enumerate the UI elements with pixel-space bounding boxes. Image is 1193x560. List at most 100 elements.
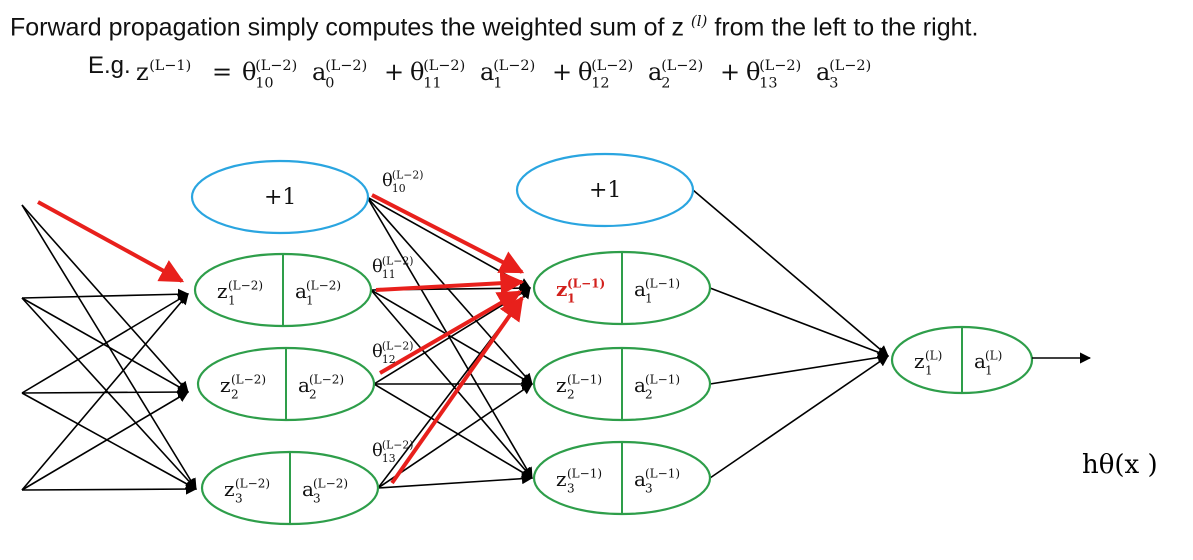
neuron-lm2-1-a-sub: 1 [306,293,314,307]
eq-lhs-z-sup: (L−1) [149,58,191,74]
edge-in-3-1 [21,391,189,491]
weight-label-11-base: θ [372,256,383,277]
neuron-lm1-1-z: z (L−1)1 [556,277,605,306]
bias-node-lm2-shape [190,159,370,235]
neuron-lm1-3-a-base: a [634,467,646,491]
eq-a-2-sup: (L−2) [661,58,703,74]
neuron-lm1-2-a-sup: (L−1) [645,373,680,387]
edge-mid-2-2 [373,383,533,479]
eq-theta-2-sup: (L−2) [591,58,633,74]
eq-a-2-base: a [648,58,662,86]
neuron-lm2-2-a-base: a [298,373,310,397]
edge-mid-3-2 [377,473,534,489]
eq-plus-1: + [384,58,404,86]
eq-a-1-sub: 1 [493,76,502,92]
neuron-lm1-1-a-base: a [634,277,646,301]
neuron-lm2-1: z (L−2)1 a (L−2)1 [193,252,373,328]
edge-in-3-0 [21,293,189,491]
weight-label-10-base: θ [382,170,393,191]
weight-label-13-sub: 13 [382,452,396,465]
eq-theta-1-sub: 11 [423,76,441,92]
neuron-lm2-2: z (L−2)2 a (L−2)2 [196,346,376,422]
eq-plus-2: + [552,58,572,86]
eq-theta-0-base: θ [242,58,256,86]
edge-in-1-1 [21,297,189,393]
edge-out-2 [709,352,890,385]
edge-mid-3-1 [377,383,533,489]
weight-labels: θ (L−2)10θ (L−2)11θ (L−2)12θ (L−2)13 [372,168,423,464]
neuron-l-1-a: a (L)1 [974,349,1002,378]
neuron-lm1-1-a-sup: (L−1) [645,277,680,291]
weight-label-12-base: θ [372,341,383,362]
eq-a-3-sub: 3 [829,76,838,92]
eq-a-2-sub: 2 [661,76,670,92]
example-prefix: E.g. [88,52,131,79]
eq-a-1: a(L−2) 1 [480,58,535,92]
eq-theta-0-sup: (L−2) [255,58,297,74]
neuron-lm1-2-a-base: a [634,373,646,397]
eq-a-3-base: a [816,58,830,86]
eq-plus-3: + [720,58,740,86]
neuron-lm2-1-z-sup: (L−2) [228,279,263,293]
weight-label-11-sup: (L−2) [382,254,414,267]
neuron-lm1-3-z-sub: 3 [567,481,575,495]
neuron-lm2-3-a-sup: (L−2) [313,477,348,491]
eq-a-2: a(L−2) 2 [648,58,703,92]
neuron-lm1-3-a: a (L−1)3 [634,467,680,496]
eq-theta-1-sup: (L−2) [423,58,465,74]
nodes: +1z (L−2)1 a (L−2)1z (L−2)2 a (L−2)2z (L−2)3 a (L… [190,152,1034,526]
eq-theta-3-sup: (L−2) [759,58,801,74]
weight-label-10-sup: (L−2) [392,168,424,181]
neuron-lm1-2-a: a (L−1)2 [634,373,680,402]
neuron-lm2-1-a-sup: (L−2) [306,279,341,293]
output-label: hθ(x ) [1082,450,1158,480]
eq-theta-0: θ(L−2) 10 [242,58,297,92]
eq-a-0-base: a [312,58,326,86]
edge-in-3-2 [21,483,198,495]
bias-node-lm1-shape [515,152,695,228]
bias-node-lm2: +1 [190,159,370,235]
neuron-lm2-1-a: a (L−2)1 [295,279,341,308]
neuron-lm1-2-a-sub: 2 [645,387,653,401]
neuron-lm2-3-a: a (L−2)3 [302,477,348,506]
eq-theta-1: θ(L−2) 11 [410,58,465,92]
edge-out-3 [709,355,889,479]
edge-in-1-2 [21,297,197,490]
weight-label-11: θ (L−2)11 [372,254,413,280]
eq-theta-0-sub: 10 [255,76,273,92]
weight-label-10: θ (L−2)10 [382,168,423,194]
neuron-l-1: z (L)1 a (L)1 [890,325,1034,395]
header-line: Forward propagation simply computes the … [10,12,978,42]
red-edge-1 [375,271,525,296]
edge-out-1 [709,287,890,358]
neuron-lm1-3: z (L−1)3 a (L−1)3 [532,440,712,516]
neuron-lm1-1-a-sub: 1 [645,291,653,305]
eq-lhs-z: z (L−1) [136,58,191,86]
neuron-lm1-3-a-sub: 3 [645,481,653,495]
neuron-lm2-3-z: z (L−2)3 [224,477,270,506]
eq-a-3-sup: (L−2) [829,58,871,74]
eq-theta-2: θ(L−2) 12 [578,58,633,92]
neuron-lm1-2: z (L−1)2 a (L−1)2 [532,346,712,422]
neuron-lm1-1-z-sub: 1 [567,291,575,305]
neuron-l-1-z: z (L)1 [914,349,942,378]
neuron-lm2-2-a: a (L−2)2 [298,373,344,402]
weight-label-13-base: θ [372,440,383,461]
edge-in-0-1 [21,204,189,393]
neuron-lm2-2-z-sup: (L−2) [231,373,266,387]
bias-node-lm1-label: +1 [589,178,621,203]
neuron-lm2-1-z: z (L−2)1 [217,279,263,308]
neuron-lm2-2-a-sup: (L−2) [309,373,344,387]
red-edge-3 [390,296,524,485]
weight-label-13-sup: (L−2) [382,438,414,451]
eq-lhs-z-base: z [136,58,149,86]
neuron-l-1-z-sup: (L) [925,349,942,363]
neuron-lm1-3-a-sup: (L−1) [645,467,680,481]
neuron-lm1-2-z-base: z [556,373,567,397]
weight-label-12-sub: 12 [382,353,396,366]
eq-theta-2-sub: 12 [591,76,609,92]
red-edge-2 [378,290,523,375]
weight-label-10-sub: 10 [392,182,406,195]
neuron-lm1-2-z-sub: 2 [567,387,575,401]
